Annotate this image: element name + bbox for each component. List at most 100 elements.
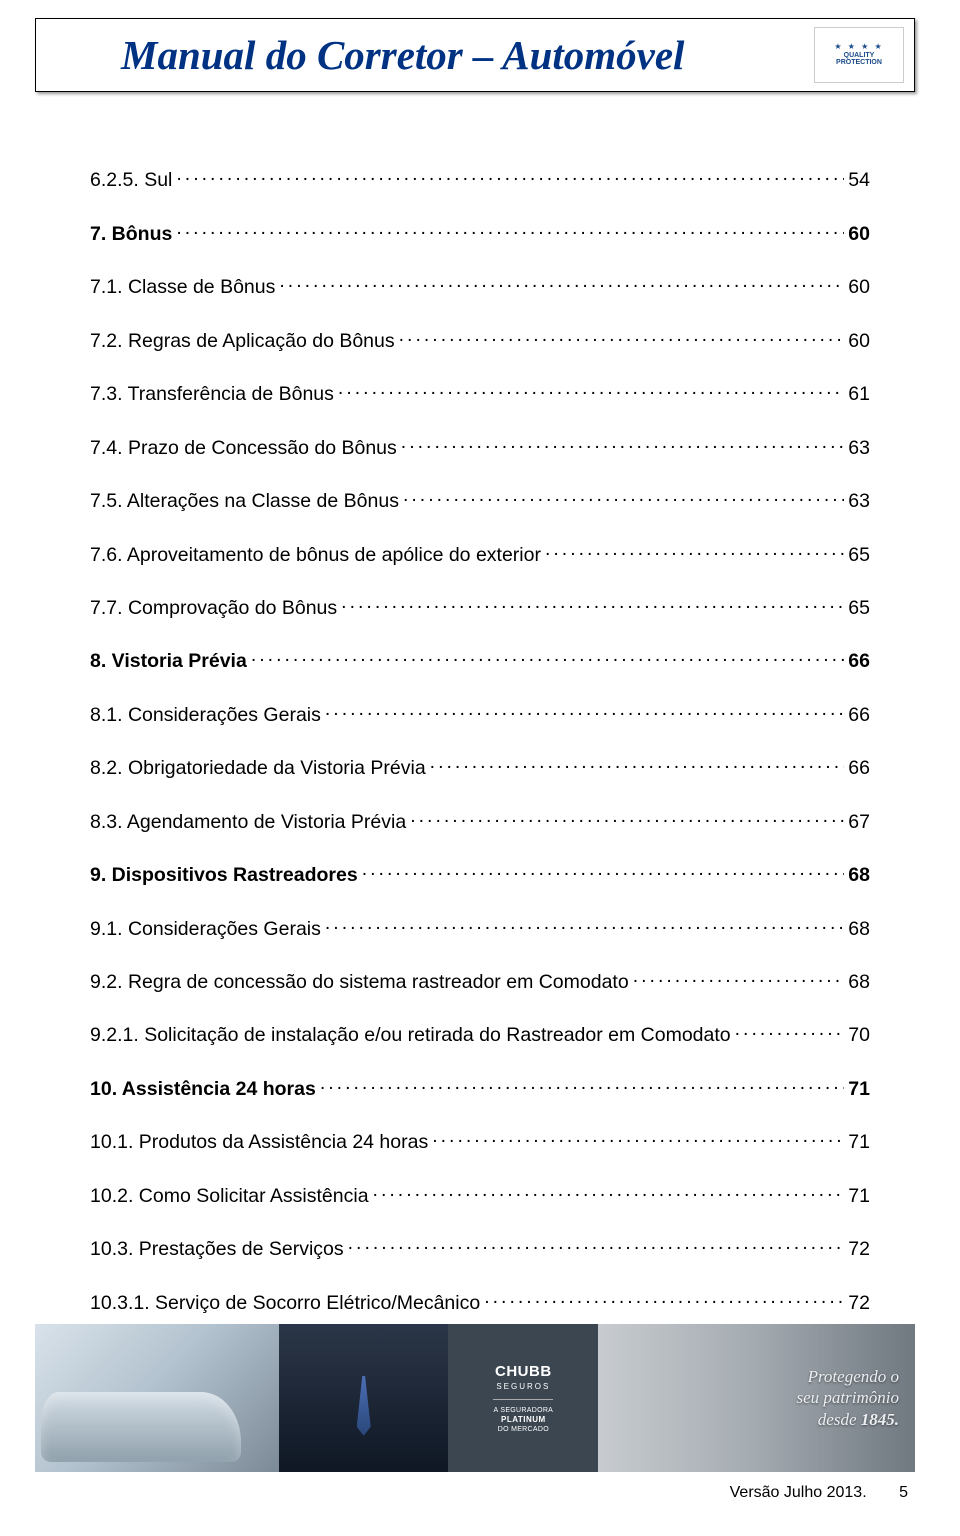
toc-entry-page: 60: [848, 276, 870, 299]
toc-leader-dots: [633, 967, 845, 988]
footer-banner: CHUBB SEGUROS A SEGURADORA PLATINUM DO M…: [35, 1324, 915, 1472]
car-icon: [41, 1392, 241, 1462]
toc-leader-dots: [410, 806, 844, 827]
toc-entry-label: 7.2. Regras de Aplicação do Bônus: [90, 330, 395, 353]
toc-entry: 8.2. Obrigatoriedade da Vistoria Prévia …: [90, 753, 870, 780]
toc-entry-label: 10.1. Produtos da Assistência 24 horas: [90, 1131, 428, 1154]
toc-leader-dots: [403, 486, 844, 507]
banner-suit-image: [279, 1324, 448, 1472]
toc-entry-label: 9. Dispositivos Rastreadores: [90, 864, 358, 887]
toc-leader-dots: [735, 1020, 845, 1041]
toc-entry-page: 68: [848, 971, 870, 994]
toc-entry: 7.1. Classe de Bônus 60: [90, 272, 870, 299]
toc-entry: 8. Vistoria Prévia 66: [90, 646, 870, 673]
toc-entry: 7.2. Regras de Aplicação do Bônus 60: [90, 325, 870, 352]
slogan-line1: Protegendo o: [808, 1367, 899, 1386]
toc-entry: 10.2. Como Solicitar Assistência 71: [90, 1180, 870, 1207]
toc-entry-label: 7.3. Transferência de Bônus: [90, 383, 334, 406]
toc-entry: 8.1. Considerações Gerais 66: [90, 699, 870, 726]
slogan-line3-prefix: desde: [818, 1410, 861, 1429]
toc-entry: 10.1. Produtos da Assistência 24 horas 7…: [90, 1127, 870, 1154]
quality-protection-logo: ★ ★ ★ ★ QUALITY PROTECTION: [814, 27, 904, 83]
toc-entry-label: 7.4. Prazo de Concessão do Bônus: [90, 437, 397, 460]
toc-entry-label: 8.3. Agendamento de Vistoria Prévia: [90, 811, 406, 834]
platinum-line2: DO MERCADO: [498, 1425, 549, 1434]
toc-entry: 10.3.1. Serviço de Socorro Elétrico/Mecâ…: [90, 1287, 870, 1314]
toc-entry-page: 60: [848, 330, 870, 353]
page-number: 5: [899, 1484, 908, 1501]
logo-stars-icon: ★ ★ ★ ★: [834, 43, 883, 52]
toc-entry-label: 9.2.1. Solicitação de instalação e/ou re…: [90, 1024, 731, 1047]
toc-entry-page: 60: [848, 223, 870, 246]
toc-entry-page: 54: [848, 169, 870, 192]
toc-entry-page: 63: [848, 437, 870, 460]
toc-entry: 9.1. Considerações Gerais 68: [90, 913, 870, 940]
toc-entry-page: 68: [848, 918, 870, 941]
toc-entry: 9.2. Regra de concessão do sistema rastr…: [90, 967, 870, 994]
banner-slogan-area: Protegendo o seu patrimônio desde 1845.: [598, 1324, 915, 1472]
banner-chubb-logo: CHUBB SEGUROS A SEGURADORA PLATINUM DO M…: [448, 1324, 598, 1472]
document-title: Manual do Corretor – Automóvel: [36, 31, 814, 79]
toc-leader-dots: [341, 593, 844, 614]
banner-car-image: [35, 1324, 279, 1472]
toc-entry-label: 7.1. Classe de Bônus: [90, 276, 275, 299]
toc-entry: 10. Assistência 24 horas 71: [90, 1073, 870, 1100]
toc-entry: 10.3. Prestações de Serviços 72: [90, 1234, 870, 1261]
toc-entry-label: 9.1. Considerações Gerais: [90, 918, 321, 941]
footer-line: Versão Julho 2013. 5: [730, 1484, 908, 1502]
tie-icon: [357, 1376, 371, 1436]
toc-entry: 7. Bônus 60: [90, 218, 870, 245]
toc-entry-page: 65: [848, 597, 870, 620]
slogan-line2: seu patrimônio: [797, 1388, 899, 1407]
toc-leader-dots: [325, 913, 844, 934]
version-text: Versão Julho 2013.: [730, 1484, 867, 1501]
toc-entry-page: 63: [848, 490, 870, 513]
toc-entry-page: 70: [848, 1024, 870, 1047]
toc-entry: 7.5. Alterações na Classe de Bônus 63: [90, 486, 870, 513]
toc-leader-dots: [279, 272, 844, 293]
document-header: Manual do Corretor – Automóvel ★ ★ ★ ★ Q…: [35, 18, 915, 92]
toc-entry-label: 7. Bônus: [90, 223, 172, 246]
toc-entry-label: 9.2. Regra de concessão do sistema rastr…: [90, 971, 629, 994]
separator-icon: [493, 1399, 553, 1400]
toc-entry: 9.2.1. Solicitação de instalação e/ou re…: [90, 1020, 870, 1047]
toc-leader-dots: [251, 646, 844, 667]
toc-entry-page: 72: [848, 1238, 870, 1261]
toc-entry-label: 7.6. Aproveitamento de bônus de apólice …: [90, 544, 541, 567]
toc-entry-label: 8. Vistoria Prévia: [90, 650, 247, 673]
toc-entry-page: 71: [848, 1078, 870, 1101]
toc-entry: 8.3. Agendamento de Vistoria Prévia 67: [90, 806, 870, 833]
toc-entry-page: 61: [848, 383, 870, 406]
toc-entry-label: 7.7. Comprovação do Bônus: [90, 597, 337, 620]
toc-entry: 6.2.5. Sul 54: [90, 165, 870, 192]
toc-entry-page: 72: [848, 1292, 870, 1315]
toc-entry-label: 8.2. Obrigatoriedade da Vistoria Prévia: [90, 757, 426, 780]
toc-leader-dots: [484, 1287, 844, 1308]
toc-entry-label: 7.5. Alterações na Classe de Bônus: [90, 490, 399, 513]
toc-entry-label: 10.3. Prestações de Serviços: [90, 1238, 344, 1261]
slogan-year: 1845.: [861, 1410, 899, 1429]
toc-leader-dots: [176, 218, 844, 239]
toc-leader-dots: [338, 379, 844, 400]
toc-entry-page: 66: [848, 704, 870, 727]
logo-brand: QUALITY: [844, 52, 875, 60]
table-of-contents: 6.2.5. Sul 547. Bônus 607.1. Classe de B…: [90, 165, 870, 1341]
platinum-bold: PLATINUM: [501, 1415, 546, 1425]
chubb-logo-text: CHUBB: [495, 1362, 552, 1382]
toc-entry-label: 8.1. Considerações Gerais: [90, 704, 321, 727]
toc-leader-dots: [362, 860, 845, 881]
toc-entry-label: 10. Assistência 24 horas: [90, 1078, 316, 1101]
toc-leader-dots: [320, 1073, 844, 1094]
toc-entry-label: 10.2. Como Solicitar Assistência: [90, 1185, 369, 1208]
platinum-line1: A SEGURADORA: [494, 1406, 554, 1415]
chubb-logo-sub: SEGUROS: [496, 1382, 550, 1392]
toc-entry-page: 66: [848, 757, 870, 780]
logo-sub: PROTECTION: [836, 59, 882, 67]
toc-entry: 7.4. Prazo de Concessão do Bônus 63: [90, 432, 870, 459]
toc-leader-dots: [325, 699, 844, 720]
toc-entry-page: 65: [848, 544, 870, 567]
banner-slogan: Protegendo o seu patrimônio desde 1845.: [797, 1366, 899, 1430]
toc-entry-label: 6.2.5. Sul: [90, 169, 172, 192]
toc-entry: 9. Dispositivos Rastreadores 68: [90, 860, 870, 887]
toc-entry-page: 68: [848, 864, 870, 887]
